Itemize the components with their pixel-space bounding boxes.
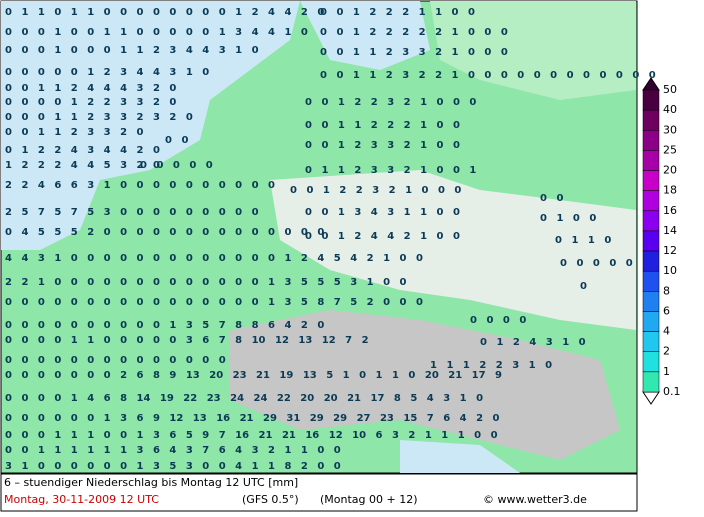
- legend-swatch: [642, 170, 660, 191]
- precip-row: 0 0 0 0 0 0 0 0 0 0 0 0 0 0 0 0 1 3 5 8 …: [5, 297, 423, 308]
- alps: [230, 310, 620, 460]
- precip-row: 0 0 0 0 0 1 2 3 4 4 3 1 0: [5, 67, 209, 78]
- sea: [1, 1, 300, 250]
- legend-swatch: [642, 89, 660, 111]
- precip-row: 1 2 2 2 4 4 5 3 2 0: [5, 160, 160, 171]
- precip-row: 0 0 1 2 2 2 1 1 0 0: [320, 7, 475, 18]
- footer-credit: © www.wetter3.de: [483, 493, 587, 506]
- precip-row: 0 0 1 1 1 1 1 1 3 6 4 3 7 6 4 3 2 1 1 0 …: [5, 445, 341, 456]
- precip-row: 0 1 1 0 1 1 0 0 0 0 0 0 0 0 1 2 4 4 2 0: [5, 7, 324, 18]
- legend-swatch: [642, 351, 660, 373]
- legend-swatch: [642, 130, 660, 151]
- legend-label: 4: [663, 325, 670, 338]
- footer-box: [0, 473, 638, 512]
- precip-row: 0 0 0 1 0 0 1 1 0 0 0 0 0 1 3 4 4 1 0: [5, 27, 308, 38]
- legend-swatch: [642, 311, 660, 332]
- precip-row: 0 0 0 0 1 4 6 8 14 19 22 23 24 24 22 20 …: [5, 393, 483, 404]
- legend-label: 18: [663, 184, 677, 197]
- legend-swatch: [642, 210, 660, 232]
- precip-row: 0 0 1 2 3 3 2 1 0 0: [305, 140, 460, 151]
- legend-label: 6: [663, 304, 670, 317]
- precip-row: 0 0 0 0 0 0 1 3 6 9 12 13 16 21 29 31 29…: [5, 413, 500, 424]
- precip-row: 0 0 1 2 2 3 2 1 0 0 0: [290, 185, 461, 196]
- legend-label: 30: [663, 123, 677, 136]
- legend-swatch: [642, 150, 660, 171]
- precip-row: 0 0 1 2 2 2 2 2 1 0 0 0: [320, 27, 508, 38]
- legend-swatch: [642, 190, 660, 212]
- precip-row: 0 0 1 1 2 2 2 1 0 0: [305, 120, 460, 131]
- precip-row: 0 0 0 1 0 0 0 1 1 2 3 4 4 3 1 0: [5, 45, 259, 56]
- precip-row: 0 0 0 0 0 0 0 2 6 8 9 13 20 23 21 19 13 …: [5, 370, 502, 381]
- precip-row: 1 1 1 2 2 3 1 0: [430, 360, 552, 371]
- precip-row: 0 0 1 3 4 3 1 1 0 0: [305, 207, 460, 218]
- legend-label: 12: [663, 244, 677, 257]
- precip-row: 0 0 0 0 1 1 0 0 0 0 0 3 6 7 8 10 12 13 1…: [5, 335, 369, 346]
- precip-row: 0 0: [540, 193, 563, 204]
- precip-row: 0 0 1 1 2 3 2 2 1 0 0 0 0 0 0 0 0 0 0 0 …: [320, 70, 656, 81]
- precip-row: 0: [580, 281, 587, 292]
- precip-row: 0 0 0 0 0 0 0 0 0 0 0 0 0 0: [5, 355, 226, 366]
- legend-label: 25: [663, 143, 677, 156]
- precip-row: 0 1 0 0: [540, 213, 596, 224]
- precip-row: 0 0 1 2 2 3 2 1 0 0 0: [305, 97, 476, 108]
- footer-title: 6 – stuendiger Niederschlag bis Montag 1…: [4, 476, 298, 489]
- legend-label: 2: [663, 345, 670, 358]
- legend-swatch: [642, 291, 660, 312]
- precip-row: 0 0 0 0 0: [140, 160, 213, 171]
- legend-swatch: [642, 331, 660, 352]
- precip-row: 0 0 1 1 2 3 3 2 0: [5, 127, 144, 138]
- precip-row: 0 0 0 0: [470, 315, 526, 326]
- legend-label: 8: [663, 284, 670, 297]
- legend-swatch: [642, 109, 660, 131]
- precip-row: 0 0: [165, 135, 188, 146]
- map: [0, 0, 638, 474]
- precip-row: 0 0 1 1 2 3 3 2 1 0 0 0: [320, 47, 508, 58]
- footer-date: Montag, 30-11-2009 12 UTC: [4, 493, 159, 506]
- legend-label: 14: [663, 224, 677, 237]
- precip-row: 2 5 7 5 7 5 3 0 0 0 0 0 0 0 0 0: [5, 207, 259, 218]
- legend-swatch: [642, 270, 660, 292]
- precip-row: 0 1 2 2 4 3 4 4 2 0: [5, 145, 160, 156]
- precip-row: 0 0 1 1 2 4 4 4 3 2 0: [5, 83, 176, 94]
- precip-row: 3 1 0 0 0 0 0 0 1 3 5 3 0 0 4 1 1 8 2 0 …: [5, 461, 341, 472]
- precip-row: 2 2 1 0 0 0 0 0 0 0 0 0 0 0 0 0 1 3 5 5 …: [5, 277, 407, 288]
- land-light: [430, 1, 636, 100]
- legend-label: 16: [663, 204, 677, 217]
- legend-label: 10: [663, 264, 677, 277]
- precip-values: 0 1 1 0 1 1 0 0 0 0 0 0 0 0 1 2 4 4 2 00…: [5, 7, 656, 472]
- precip-row: 0 4 5 5 5 2 0 0 0 0 0 0 0 0 0 0 0 0 0 0: [5, 227, 324, 238]
- footer-model: (GFS 0.5°): [242, 493, 299, 506]
- precip-row: 0 0 0 1 1 1 0 0 1 3 6 5 9 7 16 21 21 16 …: [5, 430, 498, 441]
- highland: [270, 170, 636, 330]
- precip-row: 0 0 0 0 1 2 2 3 3 2 0: [5, 97, 176, 108]
- legend-label: 20: [663, 164, 677, 177]
- legend-swatch: [642, 371, 660, 393]
- legend-swatch: [642, 250, 660, 272]
- precip-row: 2 2 4 6 6 3 1 0 0 0 0 0 0 0 0 0 0: [5, 180, 275, 191]
- legend-label: 40: [663, 103, 677, 116]
- legend-label: 50: [663, 83, 677, 96]
- precip-row: 4 4 3 1 0 0 0 0 0 0 0 0 0 0 0 0 0 1 2 4 …: [5, 253, 423, 264]
- sea-north: [300, 1, 430, 70]
- legend-arrow-bottom: [642, 391, 660, 405]
- legend-label: 1: [663, 365, 670, 378]
- adriatic: [400, 440, 520, 473]
- precip-row: 0 0 1 2 4 4 2 1 0 0: [305, 231, 460, 242]
- legend: 50 40 30 25 20 18 16 14 12 10 8 6 4 2 1 0.1: [642, 77, 681, 405]
- legend-swatch: [642, 230, 660, 252]
- precip-row: 0 1 2 4 3 1 0: [480, 337, 586, 348]
- precip-row: 0 0 0 0 0 0 0 0 0 0 1 3 5 7 8 8 6 4 2 0: [5, 320, 324, 331]
- precip-row: 0 1 1 2 3 3 2 1 0 0 1: [305, 165, 476, 176]
- precip-row: 0 1 1 0: [555, 235, 611, 246]
- footer-run: (Montag 00 + 12): [320, 493, 418, 506]
- legend-label: 0.1: [663, 385, 681, 398]
- precip-row: 0 0 0 0 0: [560, 258, 633, 269]
- precip-row: 0 0 0 1 1 2 3 3 2 3 2 0: [5, 112, 193, 123]
